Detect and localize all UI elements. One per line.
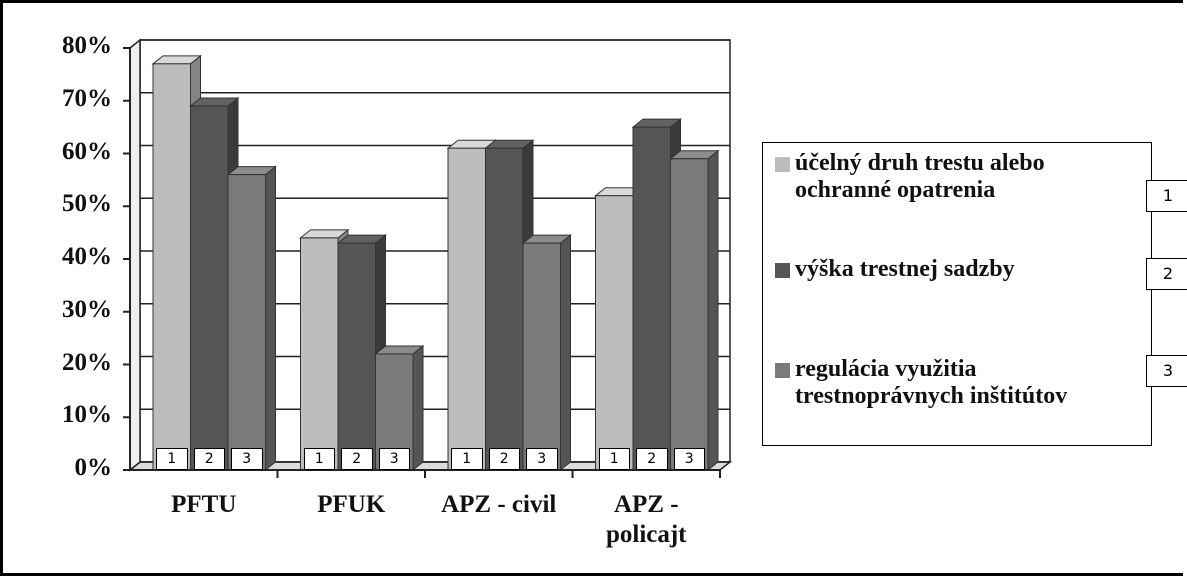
y-tick-label: 0% [74,454,113,481]
series-marker: 3 [378,448,410,470]
x-tick-label: APZ - civil [441,491,557,518]
series-marker: 2 [636,448,668,470]
y-tick-label: 20% [62,348,112,376]
bar-front [447,147,486,471]
series-marker: 1 [303,448,335,470]
legend [762,142,1152,446]
bar-side [560,234,571,472]
bar-side [265,165,276,472]
bar-front [190,105,229,471]
bar-front [632,126,671,471]
series-marker: 2 [193,448,225,470]
bar-front [300,237,339,471]
bar [669,149,720,472]
legend-marker: 2 [1146,258,1187,290]
series-marker: 3 [673,448,705,470]
bar-front [522,242,561,471]
x-tick-label: PFTU [171,491,237,518]
y-tick-label: 50% [62,190,112,218]
bar-front [670,158,709,471]
y-tick-label: 60% [62,137,112,165]
series-marker: 2 [488,448,520,470]
series-marker: 1 [451,448,483,470]
series-marker: 2 [341,448,373,470]
legend-swatch [775,363,790,378]
bar-front [337,242,376,471]
y-tick-label: 70% [62,84,112,112]
legend-marker: 1 [1146,180,1187,212]
legend-marker: 3 [1146,355,1187,387]
y-tick-label: 10% [62,401,112,429]
bar [226,165,277,472]
y-tick-label: 30% [62,295,112,323]
x-tick-label: APZ - policajt [605,491,687,548]
legend-swatch [775,157,790,172]
legend-label: regulácia využitia trestnoprávnych inšti… [795,356,1068,409]
bar-side [412,344,424,472]
legend-swatch [775,263,790,278]
bar-front [595,195,634,471]
series-marker: 1 [598,448,630,470]
legend-label: účelný druh trestu alebo ochranné opatre… [795,150,1045,203]
bar-front [152,63,191,471]
bar-side [707,149,719,472]
y-tick-label: 80% [62,32,112,59]
side-wall [129,38,141,472]
bar [521,234,572,472]
bar-front [485,147,524,471]
x-tick-label: PFUK [317,491,386,518]
legend-label: výška trestnej sadzby [795,256,1015,282]
y-tick-label: 40% [62,243,112,270]
series-marker: 1 [156,448,188,470]
bar-front [227,174,266,471]
series-marker: 3 [231,448,263,470]
series-marker: 3 [526,448,558,470]
